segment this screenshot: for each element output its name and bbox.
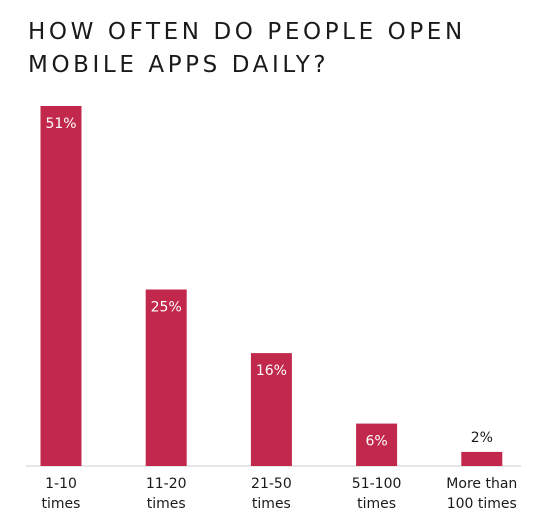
bar-0	[40, 106, 82, 466]
bars-group	[40, 106, 503, 466]
x-tick-labels-group: 1-10 times 11-20 times 21-50 times 51-100 times…	[42, 476, 518, 512]
data-label-4: 2%	[471, 430, 493, 446]
chart-title: HOW OFTEN DO PEOPLE OPEN MOBILE APPS DAI…	[28, 19, 466, 78]
data-label-3: 6%	[365, 434, 387, 450]
x-tick-label-2-line-0: 21-50	[251, 476, 292, 492]
x-tick-label-1-line-1: times	[147, 496, 186, 512]
bar-1	[145, 289, 187, 466]
data-label-0: 51%	[45, 116, 76, 132]
x-tick-label-0-line-1: times	[42, 496, 81, 512]
bar-4	[461, 451, 503, 466]
x-tick-label-1-line-0: 11-20	[146, 476, 187, 492]
x-tick-label-4-line-0: More than	[446, 476, 517, 492]
data-label-1: 25%	[151, 300, 182, 316]
x-tick-label-0-line-0: 1-10	[45, 476, 77, 492]
bar-2	[250, 353, 292, 466]
data-label-2: 16%	[256, 363, 287, 379]
bar-3	[356, 423, 398, 466]
data-labels-group: 51% 25% 16% 6% 2%	[45, 116, 492, 450]
x-tick-label-2-line-1: times	[252, 496, 291, 512]
x-tick-label-3-line-1: times	[357, 496, 396, 512]
x-tick-label-3-line-0: 51-100	[352, 476, 402, 492]
x-tick-label-4-line-1: 100 times	[447, 496, 517, 512]
